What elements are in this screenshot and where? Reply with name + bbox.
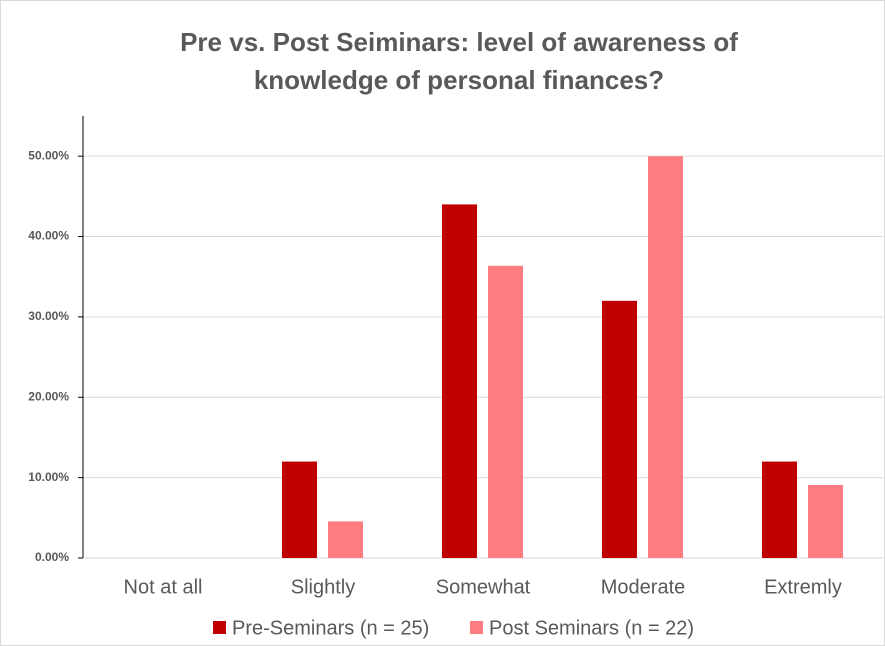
y-tick-label: 40.00% [28, 229, 69, 243]
x-tick-label: Extremly [764, 576, 842, 598]
bar [488, 265, 523, 558]
bar [328, 521, 363, 558]
legend-swatch [213, 621, 226, 634]
x-tick-label: Somewhat [436, 576, 531, 598]
bar [762, 461, 797, 558]
y-tick-label: 50.00% [28, 148, 69, 162]
bar [602, 300, 637, 558]
bar [282, 461, 317, 558]
legend-label: Pre-Seminars (n = 25) [232, 617, 429, 639]
legend-label: Post Seminars (n = 22) [489, 617, 694, 639]
y-tick-label: 10.00% [28, 470, 69, 484]
x-tick-label: Not at all [124, 576, 203, 598]
bar [808, 484, 843, 558]
x-tick-label: Slightly [291, 576, 355, 598]
y-tick-label: 0.00% [35, 550, 69, 564]
y-tick-label: 30.00% [28, 309, 69, 323]
chart-title: Pre vs. Post Seiminars: level of awarene… [180, 27, 738, 95]
bar [648, 156, 683, 558]
bar [442, 204, 477, 558]
y-tick-label: 20.00% [28, 389, 69, 403]
x-tick-label: Moderate [601, 576, 686, 598]
legend-swatch [470, 621, 483, 634]
